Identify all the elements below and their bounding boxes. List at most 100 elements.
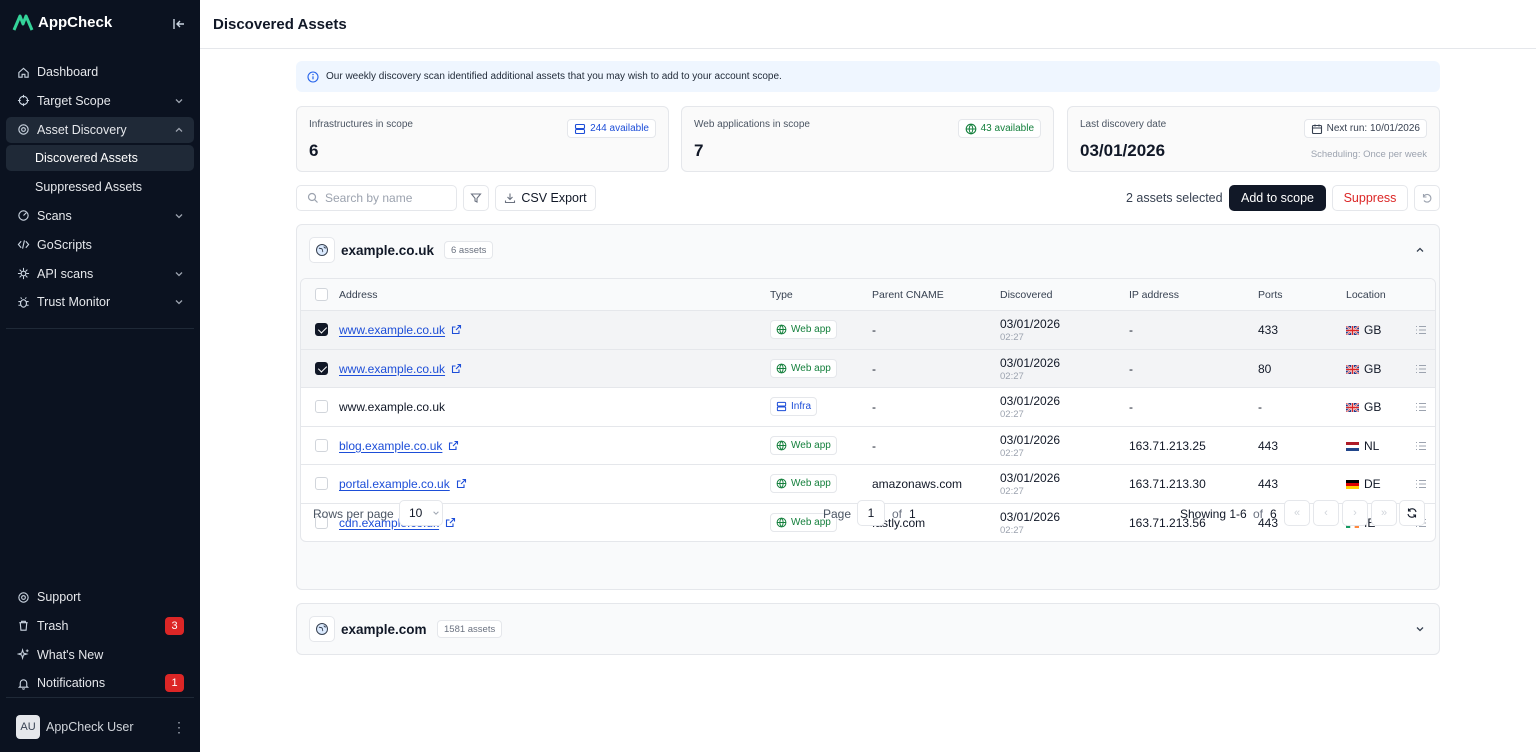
address-cell[interactable]: www.example.co.uk xyxy=(339,362,462,376)
sidebar-item-discovered-assets[interactable]: Discovered Assets xyxy=(6,145,194,172)
rows-per-page-label: Rows per page xyxy=(313,507,394,521)
row-checkbox[interactable] xyxy=(315,438,328,452)
infra-available-pill[interactable]: 244 available xyxy=(567,119,656,138)
rows-per-page-select[interactable]: 10 xyxy=(399,500,443,526)
sidebar-item-target-scope[interactable]: Target Scope xyxy=(6,88,194,114)
row-checkbox[interactable] xyxy=(315,477,328,490)
chevron-down-icon xyxy=(175,271,183,276)
ports: 80 xyxy=(1258,361,1272,376)
type-badge: Web app xyxy=(770,358,837,378)
sidebar-item-api-scans[interactable]: API scans xyxy=(6,261,194,287)
sidebar-item-whats-new[interactable]: What's New xyxy=(6,642,194,668)
search-box[interactable] xyxy=(296,185,457,211)
collapse-sidebar-icon[interactable] xyxy=(171,16,187,32)
table-row[interactable]: portal.example.co.uk Web app amazonaws.com… xyxy=(301,465,1435,504)
asset-address[interactable]: www.example.co.uk xyxy=(339,323,446,337)
ports: 433 xyxy=(1258,323,1279,337)
row-menu-icon[interactable] xyxy=(1415,479,1427,489)
selected-count: 2 assets selected xyxy=(1126,191,1223,205)
asset-address[interactable]: portal.example.co.uk xyxy=(339,477,450,491)
chevron-down-icon[interactable] xyxy=(1415,624,1425,634)
info-icon xyxy=(307,70,319,83)
refresh-button[interactable] xyxy=(1399,500,1425,526)
row-menu-icon[interactable] xyxy=(1415,402,1427,412)
search-input[interactable] xyxy=(325,191,445,205)
chevron-up-icon[interactable] xyxy=(1415,245,1425,255)
sidebar-item-goscripts[interactable]: GoScripts xyxy=(6,232,194,258)
filter-button[interactable] xyxy=(463,185,489,211)
location-cell: GB xyxy=(1346,323,1381,337)
page-header: Discovered Assets xyxy=(200,0,1536,49)
sidebar-item-support[interactable]: Support xyxy=(6,584,194,610)
select-all-checkbox[interactable] xyxy=(315,288,328,301)
info-banner: Our weekly discovery scan identified add… xyxy=(296,61,1440,92)
sidebar-item-asset-discovery[interactable]: Asset Discovery xyxy=(6,116,194,143)
table-row[interactable]: cdn.example.co.uk Web app fastly.com 03/01/… xyxy=(301,504,1435,542)
row-checkbox[interactable] xyxy=(315,361,328,375)
globe-icon xyxy=(776,517,787,527)
row-checkbox[interactable] xyxy=(315,400,328,413)
prev-page-button[interactable]: ‹ xyxy=(1313,500,1339,526)
user-divider xyxy=(6,697,194,698)
group-asset-count: 6 assets xyxy=(444,241,494,259)
discovered-date: 03/01/2026 xyxy=(1000,394,1061,408)
row-menu-icon[interactable] xyxy=(1415,364,1427,374)
address-cell[interactable]: portal.example.co.uk xyxy=(339,477,467,491)
pill-label: 244 available xyxy=(590,123,649,134)
chevron-up-icon xyxy=(175,127,183,132)
external-link-icon[interactable] xyxy=(451,324,462,335)
web-available-pill[interactable]: 43 available xyxy=(957,119,1041,138)
trash-icon xyxy=(16,619,30,633)
sidebar-item-notifications[interactable]: Notifications 1 xyxy=(6,670,194,696)
row-menu-icon[interactable] xyxy=(1415,325,1427,335)
row-checkbox[interactable] xyxy=(315,515,328,529)
location-code: NL xyxy=(1364,438,1380,453)
external-link-icon[interactable] xyxy=(451,363,462,374)
total-pages: 1 xyxy=(909,507,916,521)
user-menu-icon[interactable]: ⋮ xyxy=(172,719,186,735)
page-number-input[interactable]: 1 xyxy=(857,500,885,526)
user-profile[interactable]: AU AppCheck User xyxy=(16,715,134,739)
domain-globe-icon xyxy=(309,616,335,642)
globe-icon xyxy=(965,123,976,134)
group-header[interactable]: example.com 1581 assets xyxy=(297,604,1439,656)
asset-address[interactable]: www.example.co.uk xyxy=(339,361,446,376)
type-label: Web app xyxy=(791,362,831,374)
external-link-icon[interactable] xyxy=(456,478,467,489)
table-row[interactable]: www.example.co.uk Web app - 03/01/2026 02:27… xyxy=(301,349,1435,388)
group-header[interactable]: example.co.uk 6 assets xyxy=(297,225,1439,277)
sidebar-item-suppressed-assets[interactable]: Suppressed Assets xyxy=(6,174,194,200)
parent-cname: - xyxy=(872,438,876,453)
reset-selection-button[interactable] xyxy=(1414,185,1440,211)
api-icon xyxy=(16,267,30,281)
row-checkbox[interactable] xyxy=(315,323,328,336)
first-page-button[interactable]: « xyxy=(1284,500,1310,526)
support-icon xyxy=(16,590,30,604)
app-logo[interactable]: AppCheck xyxy=(12,12,112,32)
asset-address[interactable]: blog.example.co.uk xyxy=(339,438,443,453)
column-header-address: Address xyxy=(339,289,378,301)
table-row[interactable]: blog.example.co.uk Web app - 03/01/2026 02:2… xyxy=(301,427,1435,465)
ip-address: - xyxy=(1129,323,1133,337)
table-row[interactable]: www.example.co.uk Infra - 03/01/2026 02:27 - -… xyxy=(301,388,1435,427)
group-domain-name: example.co.uk xyxy=(341,243,435,258)
external-link-icon[interactable] xyxy=(448,440,459,451)
info-banner-text: Our weekly discovery scan identified add… xyxy=(326,71,782,82)
sidebar-item-trust-monitor[interactable]: Trust Monitor xyxy=(6,289,194,315)
add-to-scope-button[interactable]: Add to scope xyxy=(1229,185,1326,211)
card-value: 7 xyxy=(694,141,704,160)
last-page-button[interactable]: » xyxy=(1371,500,1397,526)
address-cell[interactable]: www.example.co.uk xyxy=(339,323,462,337)
sidebar-item-scans[interactable]: Scans xyxy=(6,203,194,229)
suppress-button[interactable]: Suppress xyxy=(1332,185,1408,211)
csv-export-button[interactable]: CSV Export xyxy=(495,185,596,211)
table-row[interactable]: www.example.co.uk Web app - 03/01/2026 02:27… xyxy=(301,311,1435,350)
sidebar-item-dashboard[interactable]: Dashboard xyxy=(6,59,194,85)
globe-icon xyxy=(776,363,787,373)
discovered-time: 02:27 xyxy=(1000,409,1024,420)
sidebar-item-trash[interactable]: Trash 3 xyxy=(6,613,194,639)
external-link-icon[interactable] xyxy=(445,517,456,528)
row-menu-icon[interactable] xyxy=(1415,441,1427,451)
address-cell[interactable]: blog.example.co.uk xyxy=(339,439,459,453)
next-page-button[interactable]: › xyxy=(1342,500,1368,526)
